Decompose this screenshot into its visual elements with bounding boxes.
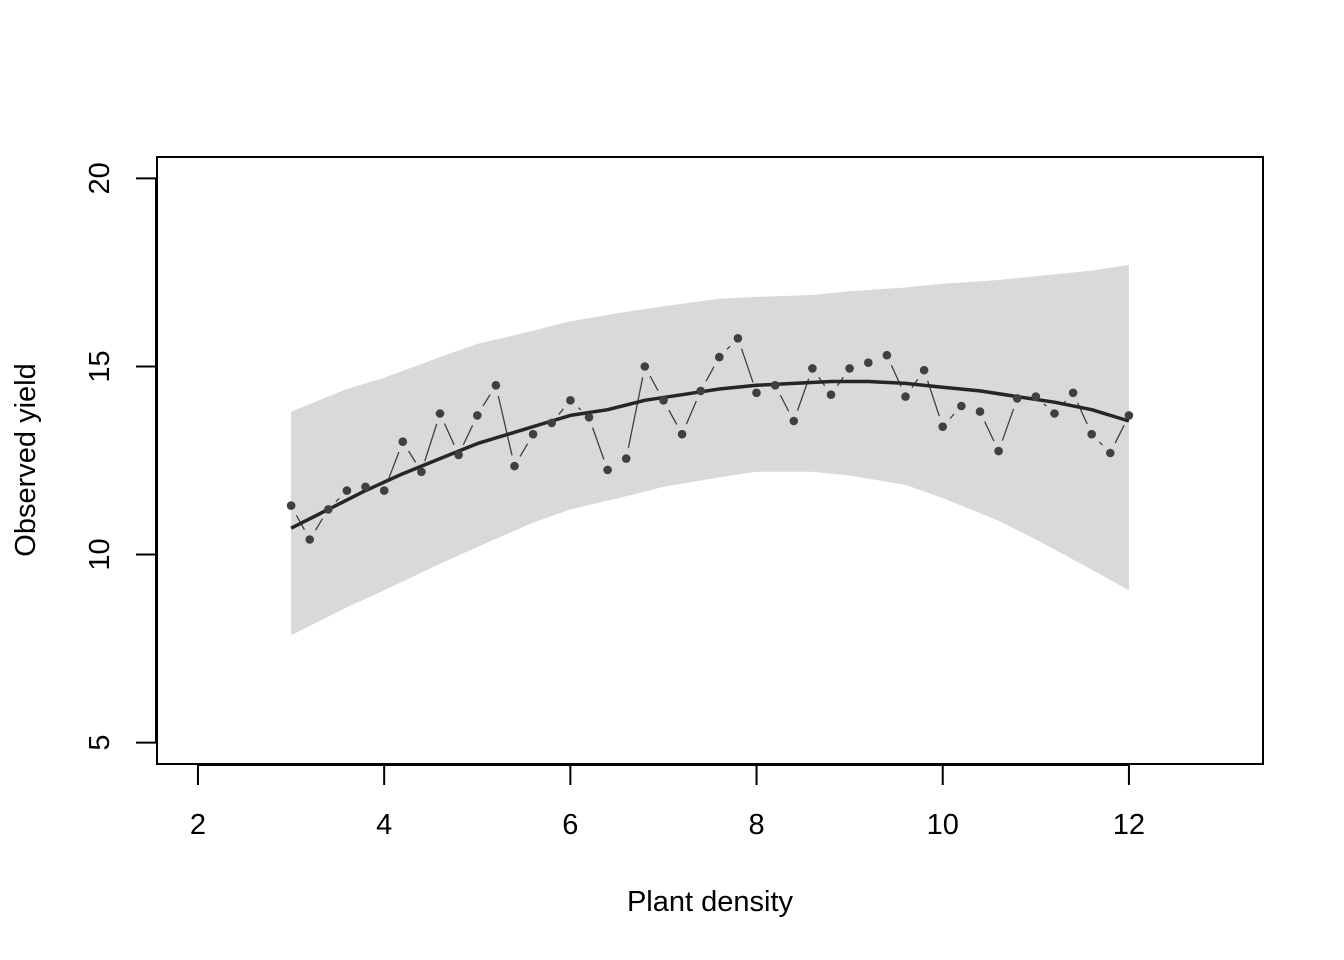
data-point [808,364,817,373]
data-point [286,501,296,510]
observed-connector [685,400,697,425]
y-tick-label: 20 [84,162,116,194]
observed-connector [949,413,955,419]
data-point [361,482,370,492]
data-point [696,386,705,396]
x-tick-label: 2 [190,809,206,841]
y-tick-label: 5 [84,734,116,750]
x-tick-label: 4 [376,809,392,841]
observed-connector [335,497,340,503]
observed-connector [1114,424,1125,444]
data-point [901,392,910,401]
data-point [938,422,947,432]
data-point [398,437,408,447]
data-point [770,381,780,390]
data-point [473,411,482,420]
observed-connector [443,423,455,446]
observed-connector [424,423,438,462]
x-tick-label: 10 [927,809,959,841]
data-point [584,413,594,422]
observed-connector [779,394,790,412]
data-point [603,465,612,475]
data-point [957,401,966,411]
data-point [1106,448,1115,458]
observed-connector [497,395,513,456]
x-tick-label: 12 [1113,809,1145,841]
observed-connector [1098,441,1104,446]
data-point [845,364,854,373]
y-axis: 5 10 15 20 [84,162,157,751]
data-point [547,418,556,428]
data-point [528,429,538,439]
data-point [715,352,724,362]
data-point [640,362,650,371]
x-axis: 2 4 6 8 10 12 [190,764,1145,841]
confidence-band-layer [291,264,1129,636]
observed-connector [627,377,644,448]
data-point [677,429,687,439]
data-point [510,461,519,471]
data-point [454,450,463,460]
data-points-layer [286,334,1134,544]
observed-connector [726,345,731,350]
observed-connector [482,394,491,407]
x-tick-label: 6 [562,809,578,841]
data-point [1087,429,1096,439]
data-point [864,358,873,368]
observed-connector [1001,408,1015,441]
y-tick-label: 10 [84,538,116,570]
data-point [1031,392,1041,401]
data-point [305,535,315,544]
data-point [882,350,892,360]
observed-connector [387,451,400,481]
data-point [417,467,426,477]
observed-connector [519,443,529,457]
data-point [975,407,985,416]
observed-connector [984,421,995,442]
data-point [491,381,501,390]
data-point [435,409,445,418]
data-point [826,390,836,400]
data-point [566,396,575,405]
data-point [621,454,631,463]
data-point [324,505,333,514]
observed-connector [462,425,474,446]
observed-connector [578,407,582,411]
data-point [659,396,668,405]
y-axis-label: Observed yield [10,363,42,556]
observed-connector [558,408,564,415]
data-point [733,334,743,343]
confidence-band [291,264,1129,636]
data-point [1050,409,1059,418]
y-tick-label: 15 [84,350,116,382]
observed-connector [1043,403,1047,407]
data-point [789,416,799,426]
data-point [342,486,352,495]
observed-connector [314,518,324,531]
data-point [379,486,389,495]
x-axis-label: Plant density [627,886,794,918]
data-point [1012,394,1022,403]
data-point [919,365,929,375]
data-point [752,388,761,398]
observed-connector [705,366,715,382]
data-point [1068,388,1078,398]
data-point [994,446,1003,456]
data-point [1124,411,1134,420]
x-tick-label: 8 [748,809,764,841]
observed-connector [408,450,417,463]
observed-connector [591,427,605,460]
observed-connector [649,375,659,392]
observed-connector [668,409,678,425]
observed-connector [740,348,754,383]
